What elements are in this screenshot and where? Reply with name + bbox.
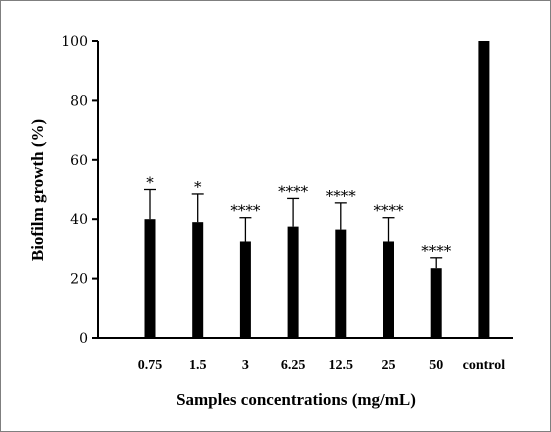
bar-4	[335, 229, 347, 338]
y-tick-label-2: 40	[70, 212, 88, 228]
bar-0	[144, 219, 156, 338]
x-tick-label-2: 3	[242, 358, 249, 373]
x-tick-label-1: 1.5	[189, 358, 207, 373]
bar-3	[287, 226, 299, 338]
y-tick-label-5: 100	[61, 34, 88, 50]
bar-1	[192, 222, 204, 338]
x-tick-label-7: control	[463, 358, 506, 373]
x-tick-label-4: 12.5	[329, 358, 354, 373]
significance-labels: * ********* ************	[146, 174, 451, 260]
bars	[144, 41, 490, 338]
significance-label-5: ****	[374, 202, 405, 220]
bar-6	[430, 268, 442, 338]
significance-label-4: ****	[326, 187, 357, 205]
error-bars	[144, 188, 443, 269]
bar-5	[383, 241, 394, 338]
significance-label-3: ****	[278, 182, 309, 200]
y-axis-title: Biofilm growth (%)	[28, 119, 47, 261]
significance-label-0: *	[146, 174, 154, 192]
bar-2	[239, 241, 251, 338]
y-tick-label-4: 80	[70, 93, 88, 109]
significance-label-1: *	[194, 178, 202, 196]
x-tick-label-3: 6.25	[281, 358, 306, 373]
y-tick-label-1: 20	[70, 272, 88, 288]
significance-label-6: ****	[421, 242, 452, 260]
y-axis: 0 20 40 60 80 100	[61, 34, 99, 347]
bar-7	[478, 41, 490, 338]
x-axis: 0.75 1.5 3 6.25 12.5 25 50 control	[97, 337, 513, 373]
x-tick-label-6: 50	[429, 358, 443, 373]
x-tick-label-0: 0.75	[138, 358, 163, 373]
x-tick-label-5: 25	[382, 358, 396, 373]
x-axis-title: Samples concentrations (mg/mL)	[176, 390, 416, 409]
significance-label-2: ****	[230, 202, 261, 220]
y-tick-label-0: 0	[79, 331, 88, 347]
y-tick-label-3: 60	[70, 153, 88, 169]
